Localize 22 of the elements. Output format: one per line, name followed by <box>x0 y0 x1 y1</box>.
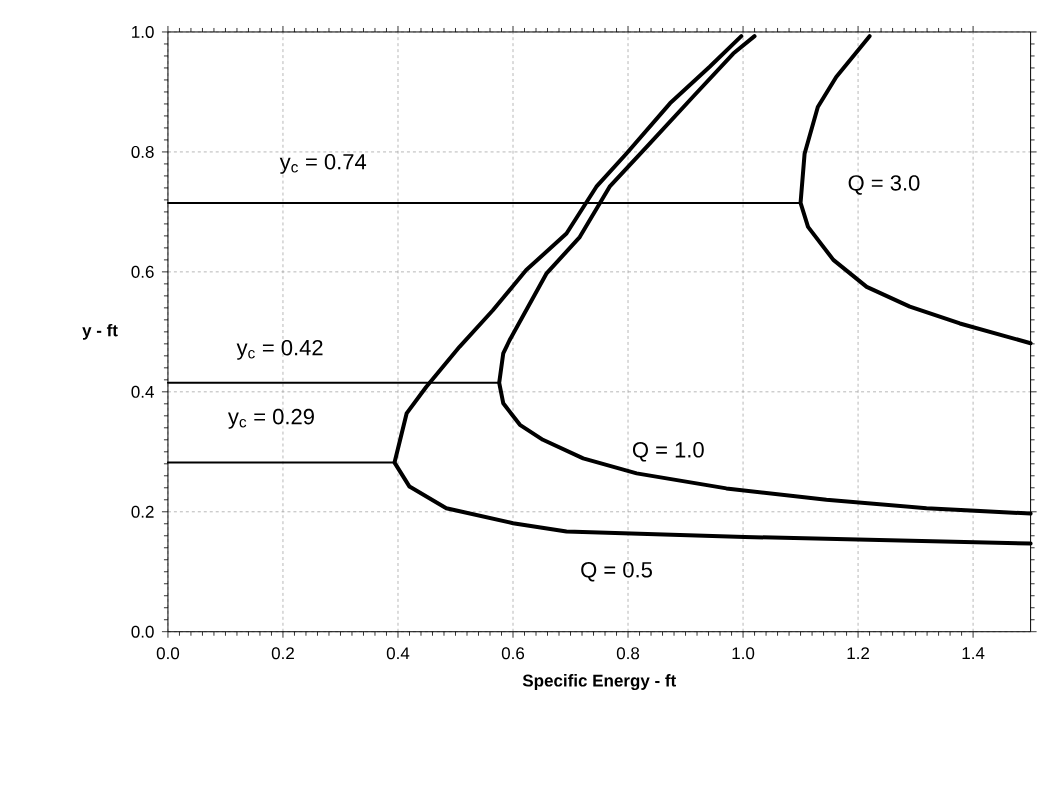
x-tick-label: 0.8 <box>616 647 640 660</box>
y-tick-label: 0.8 <box>131 146 154 159</box>
annotation: Q = 1.0 <box>632 442 704 462</box>
annotation: Q = 3.0 <box>848 175 920 195</box>
x-tick-label: 1.0 <box>732 647 755 660</box>
y-tick-label: 1.0 <box>132 26 154 39</box>
annotation: y$_{c}$ = 0.29 <box>227 409 314 429</box>
x-tick-label: 0.2 <box>271 647 294 660</box>
x-axis-title: Specific Energy - ft <box>522 674 677 691</box>
y-tick-label: 0.0 <box>131 625 154 638</box>
annotation: Q = 0.5 <box>581 562 652 582</box>
y-tick-label: 0.2 <box>131 505 154 518</box>
y-axis-title: y - ft <box>82 324 118 340</box>
y-tick-label: 0.6 <box>131 266 154 279</box>
x-tick-label: 1.4 <box>962 647 985 660</box>
x-tick-label: 0.4 <box>386 647 410 660</box>
annotation: y$_{c}$ = 0.74 <box>279 154 367 175</box>
x-tick-label: 1.2 <box>847 647 870 660</box>
x-tick-label: 0.0 <box>156 647 180 660</box>
x-tick-label: 0.6 <box>501 647 525 660</box>
y-tick-label: 0.4 <box>131 385 154 398</box>
annotation: y$_{c}$ = 0.42 <box>236 340 323 360</box>
